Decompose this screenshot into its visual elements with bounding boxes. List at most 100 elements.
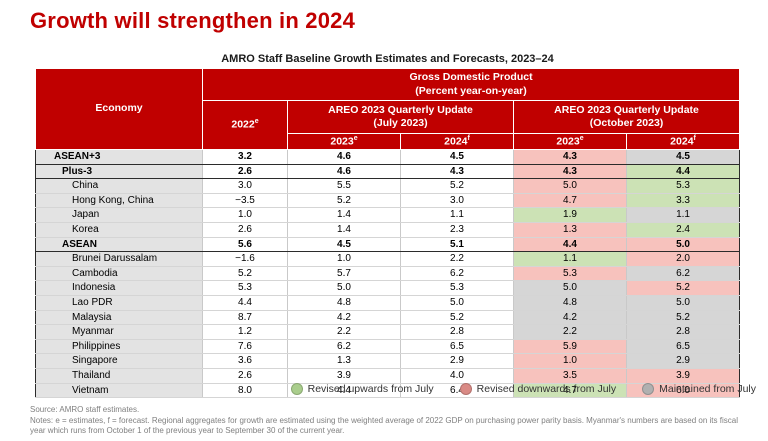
value-2022: 1.2 [202, 324, 288, 340]
value-2022: 3.2 [202, 149, 288, 165]
gdp-subtitle: (Percent year-on-year) [415, 84, 527, 97]
value-july-2024: 4.0 [400, 368, 514, 384]
table-row: China 3.0 5.5 5.2 5.0 5.3 [35, 178, 740, 194]
value-july-2023: 4.6 [287, 163, 401, 180]
value-2022: 5.2 [202, 266, 288, 282]
value-july-2024: 1.1 [400, 207, 514, 223]
value-oct-2023: 4.3 [513, 149, 627, 165]
value-oct-2024: 5.2 [625, 280, 740, 296]
value-oct-2024: 5.3 [625, 178, 740, 194]
value-july-2024: 6.5 [400, 339, 514, 355]
header-2022: 2022e [202, 100, 288, 150]
value-july-2024: 6.4 [400, 383, 514, 399]
value-july-2024: 5.0 [400, 295, 514, 311]
value-july-2023: 5.7 [287, 266, 401, 282]
header-areo-october: AREO 2023 Quarterly Update (October 2023… [512, 100, 741, 134]
table-body: ASEAN+3 3.2 4.6 4.5 4.3 4.5 Plus-3 2.6 4.6 4.3 4.3… [35, 149, 740, 399]
economy-label: Vietnam [35, 383, 203, 399]
value-july-2023: 4.6 [287, 149, 401, 165]
value-july-2023: 4.5 [287, 236, 401, 253]
value-2022: 8.7 [202, 310, 288, 326]
value-july-2023: 2.2 [287, 324, 401, 340]
value-oct-2023: 5.3 [513, 266, 627, 282]
value-oct-2024: 5.2 [625, 310, 740, 326]
notes-line: Notes: e = estimates, f = forecast. Regi… [30, 415, 738, 436]
economy-label: Plus-3 [35, 163, 203, 180]
value-oct-2023: 4.7 [513, 193, 627, 209]
table-header: Economy Gross Domestic Product (Percent … [35, 68, 741, 150]
legend-item-same: Maintained from July [642, 383, 756, 395]
economy-label: Japan [35, 207, 203, 223]
legend-down-dot-icon [459, 383, 472, 395]
value-oct-2024: 3.9 [625, 368, 740, 384]
value-july-2024: 5.2 [400, 178, 514, 194]
value-oct-2023: 5.0 [513, 280, 627, 296]
value-oct-2023: 1.3 [513, 222, 627, 238]
value-july-2023: 1.0 [287, 251, 401, 267]
value-july-2023: 5.0 [287, 280, 401, 296]
economy-label: ASEAN [35, 236, 203, 253]
economy-label: Indonesia [35, 280, 203, 296]
value-july-2023: 5.5 [287, 178, 401, 194]
value-oct-2023: 4.7 [513, 383, 627, 399]
value-2022: −1.6 [202, 251, 288, 267]
value-2022: 2.6 [202, 368, 288, 384]
value-oct-2024: 6.2 [625, 266, 740, 282]
value-oct-2023: 3.5 [513, 368, 627, 384]
table-row: Vietnam 8.0 4.4 6.4 4.7 6.0 [35, 383, 740, 399]
value-july-2023: 6.2 [287, 339, 401, 355]
value-july-2024: 6.2 [400, 266, 514, 282]
value-oct-2024: 2.9 [625, 353, 740, 369]
table-row: Hong Kong, China −3.5 5.2 3.0 4.7 3.3 [35, 193, 740, 209]
economy-label: ASEAN+3 [35, 149, 203, 165]
value-oct-2024: 3.3 [625, 193, 740, 209]
economy-label: Myanmar [35, 324, 203, 340]
economy-label: Korea [35, 222, 203, 238]
value-oct-2023: 1.1 [513, 251, 627, 267]
value-oct-2024: 4.5 [625, 149, 740, 165]
header-gdp-banner: Gross Domestic Product (Percent year-on-… [201, 68, 741, 101]
value-july-2024: 2.2 [400, 251, 514, 267]
value-july-2023: 4.4 [287, 383, 401, 399]
value-2022: 2.6 [202, 163, 288, 180]
value-july-2023: 1.4 [287, 222, 401, 238]
value-2022: 4.4 [202, 295, 288, 311]
header-july-2023: 2023e [287, 133, 401, 150]
economy-label: Singapore [35, 353, 203, 369]
growth-forecast-table: Economy Gross Domestic Product (Percent … [35, 68, 741, 399]
table-row: Philippines 7.6 6.2 6.5 5.9 6.5 [35, 339, 740, 355]
value-oct-2023: 4.3 [513, 163, 627, 180]
value-july-2024: 3.0 [400, 193, 514, 209]
table-row: Myanmar 1.2 2.2 2.8 2.2 2.8 [35, 324, 740, 340]
value-oct-2024: 2.8 [625, 324, 740, 340]
value-oct-2024: 5.0 [625, 236, 740, 253]
value-july-2024: 2.9 [400, 353, 514, 369]
value-oct-2023: 4.4 [513, 236, 627, 253]
economy-label: Malaysia [35, 310, 203, 326]
value-2022: 5.6 [202, 236, 288, 253]
value-oct-2023: 1.0 [513, 353, 627, 369]
table-row: Brunei Darussalam −1.6 1.0 2.2 1.1 2.0 [35, 251, 740, 267]
table-row: Plus-3 2.6 4.6 4.3 4.3 4.4 [35, 163, 740, 180]
value-oct-2024: 1.1 [625, 207, 740, 223]
value-july-2024: 2.3 [400, 222, 514, 238]
value-oct-2023: 5.0 [513, 178, 627, 194]
gdp-title: Gross Domestic Product [409, 71, 533, 84]
value-oct-2023: 4.2 [513, 310, 627, 326]
table-row: Cambodia 5.2 5.7 6.2 5.3 6.2 [35, 266, 740, 282]
legend-same-dot-icon [642, 383, 655, 395]
table-row: Japan 1.0 1.4 1.1 1.9 1.1 [35, 207, 740, 223]
value-oct-2024: 4.4 [625, 163, 740, 180]
value-july-2023: 5.2 [287, 193, 401, 209]
header-oct-2024: 2024f [625, 133, 741, 150]
economy-label: Philippines [35, 339, 203, 355]
value-oct-2024: 6.0 [625, 383, 740, 399]
value-july-2023: 4.2 [287, 310, 401, 326]
value-july-2024: 4.3 [400, 163, 514, 180]
source-line: Source: AMRO staff estimates. [30, 405, 140, 414]
value-2022: 5.3 [202, 280, 288, 296]
legend-label: Maintained from July [659, 383, 756, 395]
value-oct-2023: 1.9 [513, 207, 627, 223]
value-oct-2023: 5.9 [513, 339, 627, 355]
table-caption: AMRO Staff Baseline Growth Estimates and… [221, 53, 554, 65]
